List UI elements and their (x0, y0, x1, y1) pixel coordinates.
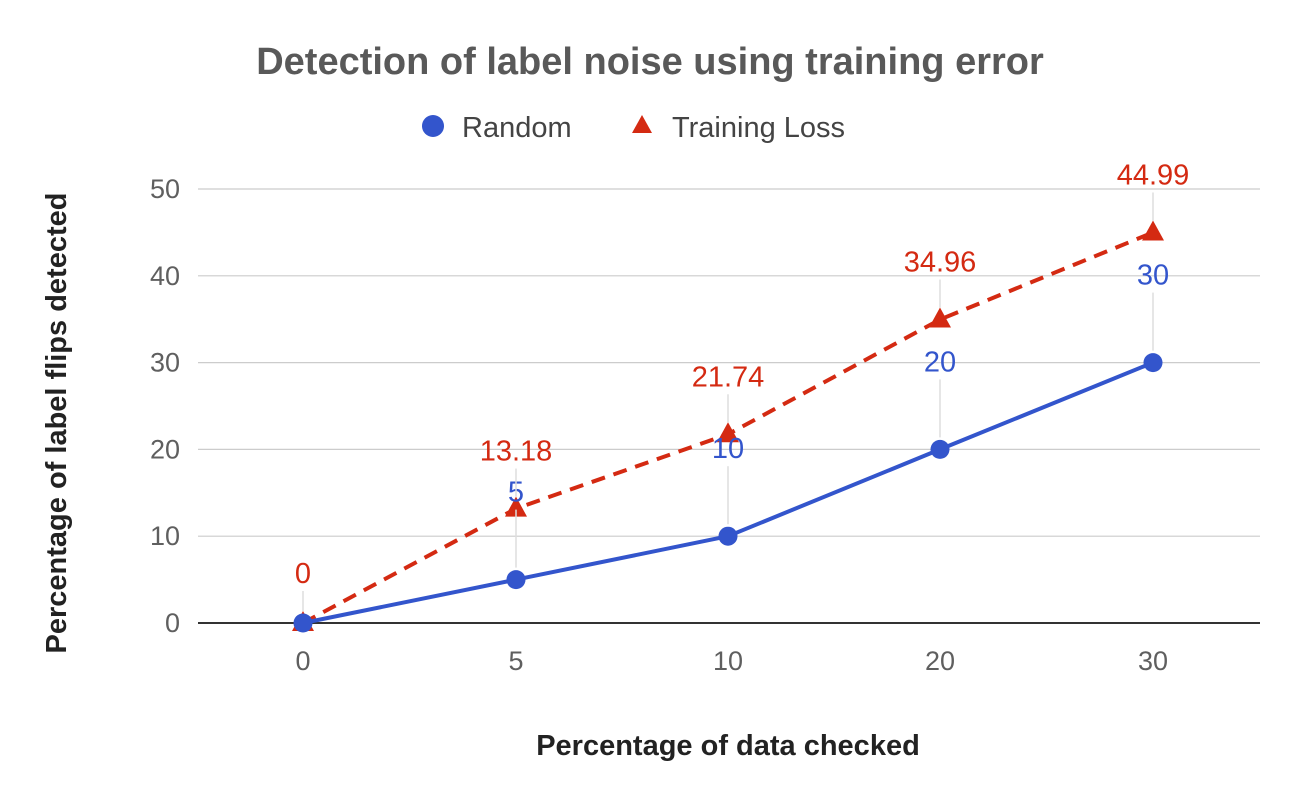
x-tick-label: 0 (295, 646, 310, 676)
data-label: 30 (1137, 260, 1169, 292)
y-tick-label: 20 (150, 434, 180, 464)
data-label: 10 (712, 433, 744, 465)
y-axis-title: Percentage of label flips detected (41, 193, 73, 654)
x-axis-ticks: 0 5 10 20 30 (295, 646, 1168, 676)
y-axis-ticks: 0 10 20 30 40 50 (150, 174, 180, 638)
data-label: 21.74 (692, 361, 765, 393)
y-tick-label: 30 (150, 348, 180, 378)
chart-title: Detection of label noise using training … (256, 41, 1044, 83)
data-label: 20 (924, 346, 956, 378)
data-label: 13.18 (480, 436, 553, 468)
data-point-circle (718, 526, 738, 546)
legend-label: Training Loss (672, 112, 845, 144)
legend-label: Random (462, 112, 572, 144)
data-point-circle (1143, 353, 1163, 373)
data-point-circle (506, 570, 526, 590)
data-label: 34.96 (904, 247, 977, 279)
data-label: 0 (295, 558, 311, 590)
x-tick-label: 10 (713, 646, 743, 676)
x-tick-label: 20 (925, 646, 955, 676)
y-tick-label: 0 (165, 608, 180, 638)
data-point-triangle (717, 422, 739, 443)
series-layer (292, 220, 1164, 633)
x-tick-label: 5 (508, 646, 523, 676)
legend-circle-marker (422, 115, 444, 137)
legend-triangle-marker (632, 115, 652, 133)
x-axis-title: Percentage of data checked (536, 730, 920, 762)
legend-item: Training Loss (632, 112, 845, 144)
y-tick-label: 50 (150, 174, 180, 204)
gridlines (198, 188, 1260, 624)
y-tick-label: 10 (150, 521, 180, 551)
x-tick-label: 30 (1138, 646, 1168, 676)
data-point-triangle (929, 307, 951, 328)
data-point-circle (293, 613, 313, 633)
data-point-triangle (1142, 220, 1164, 241)
y-tick-label: 40 (150, 261, 180, 291)
data-point-circle (930, 439, 950, 459)
data-label: 44.99 (1117, 159, 1190, 191)
legend: Random Training Loss (422, 112, 845, 144)
data-point-triangle (505, 496, 527, 517)
legend-item: Random (422, 112, 572, 144)
